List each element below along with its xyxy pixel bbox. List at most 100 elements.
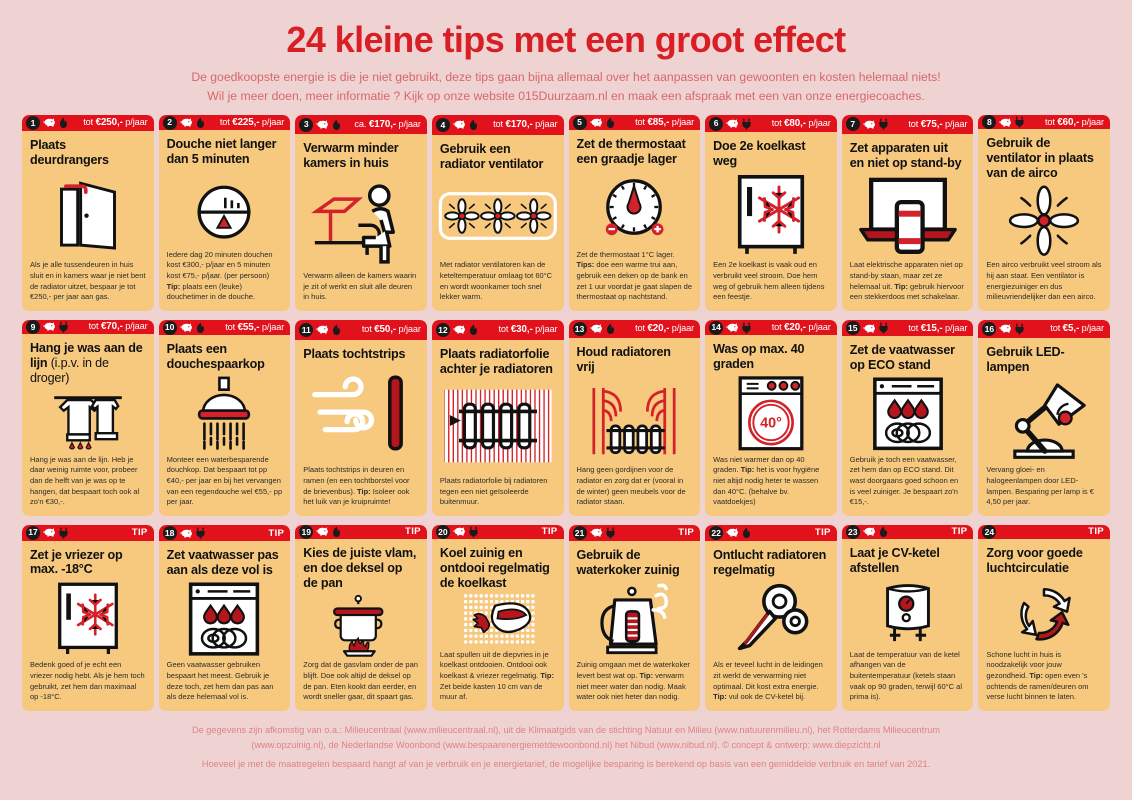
card-header-bar: 13 tot €20,- p/jaar [568,319,701,338]
laptop-phone-icon [842,171,974,261]
card-description: Laat de temperatuur van de ketel afhange… [849,649,962,702]
card-title: Zet apparaten uit en niet op stand-by [849,140,962,170]
tip-card-4: 4 tot €170,- p/jaar Gebruik een radiator v… [431,114,564,311]
card-title: Douche niet langer dan 5 minuten [166,137,277,167]
card-description: Hang je was aan de lijn. Heb je daar wei… [30,454,140,507]
tip-card-6: 6 tot €80,- p/jaar Doe 2e koelkast weg Een … [705,114,837,311]
kettle-icon [569,578,701,660]
bleed-key-icon [705,578,837,660]
header: 24 kleine tips met een groot effect De g… [22,0,1110,106]
card-number-badge: 7 [845,117,860,132]
person-at-desk-icon [295,171,427,271]
tip-card-23: 23 TIP Laat je CV-ketel afstellen Laat de t… [841,524,974,711]
card-header-bar: 16 tot €5,- p/jaar [978,319,1110,338]
card-header-bar: 11 tot €50,- p/jaar [295,319,427,340]
tip-label: TIP [951,526,968,538]
flame-icon [605,323,616,335]
card-number-badge: 9 [26,319,40,334]
card-saving-price: tot €225,- p/jaar [219,117,285,129]
radiator-curtains-icon [569,375,701,466]
card-header-bar: 18 TIP [158,524,291,542]
card-saving-price: tot €170,- p/jaar [493,119,558,131]
tip-card-5: 5 tot €85,- p/jaar Zet de thermostaat een … [568,114,701,311]
footer-line-2: (www.opzuinig.nl), de Nederlandse Woonbo… [251,739,881,750]
card-saving-price: tot €60,- p/jaar [1044,116,1104,128]
dishwasher-icon [842,373,974,455]
tip-label: TIP [131,527,148,539]
card-number-badge: 10 [162,320,177,335]
tip-card-18: 18 TIP Zet vaatwasser pas aan als deze vol… [158,524,291,711]
piggy-bank-icon [316,324,329,335]
card-saving-price: tot €70,- p/jaar [88,321,148,333]
flame-icon [331,526,342,538]
tip-card-12: 12 tot €30,- p/jaar Plaats radiatorfolie a… [431,319,564,516]
desk-lamp-icon [978,375,1110,466]
thermostat-dial-icon [569,167,701,250]
card-category-icons [863,322,889,334]
egg-timer-icon [159,167,291,249]
plug-icon [878,322,889,334]
card-number-badge: 16 [982,321,997,336]
card-description: Een 2e koelkast is vaak oud en verbruikt… [713,260,825,302]
card-saving-price: tot €30,- p/jaar [498,324,558,336]
tip-card-21: 21 TIP Gebruik de waterkoker zuinig Zuinig … [568,524,701,711]
card-number-badge: 19 [299,524,314,539]
card-saving-price: ca. €170,- p/jaar [354,119,421,131]
plug-icon [58,527,69,539]
card-category-icons [726,322,752,334]
card-category-icons [726,118,752,130]
card-category-icons [589,117,616,129]
card-title: Zet de vaatwasser op ECO stand [849,343,955,373]
card-number-badge: 5 [572,115,587,130]
tip-label: TIP [541,526,558,538]
tip-card-9: 9 tot €70,- p/jaar Hang je was aan de lijn… [22,319,154,516]
laundry-line-icon [22,385,154,454]
card-description: Een airco verbruikt veel stroom als hij … [986,260,1102,302]
flame-icon [58,117,69,129]
card-number-badge: 11 [299,322,314,337]
card-title: Plaats tochtstrips [303,346,406,361]
tip-card-13: 13 tot €20,- p/jaar Houd radiatoren vrij Ha… [568,319,701,516]
card-description: Als je alle tussendeuren in huis sluit e… [30,260,146,302]
card-description: Zorg dat de gasvlam onder de pan blijft.… [303,660,418,702]
card-header-bar: 7 tot €75,- p/jaar [841,114,974,134]
card-title: Doe 2e koelkast weg [713,139,806,169]
card-title: Ontlucht radiatoren regelmatig [713,548,827,577]
piggy-bank-icon [999,323,1012,334]
tips-row-3: 17 TIP Zet je vriezer op max. -18°C Bedenk … [22,524,1110,711]
piggy-bank-icon [999,117,1012,128]
door-icon [22,168,154,260]
card-number-badge: 4 [435,117,450,132]
tip-label: TIP [678,527,695,539]
tip-card-15: 15 tot €15,- p/jaar Zet de vaatwasser op E… [841,319,974,516]
subtitle-line-1: De goedkoopste energie is die je niet ge… [191,70,941,84]
card-category-icons [43,527,69,539]
piggy-bank-icon [179,117,193,128]
flame-icon [195,322,206,334]
piggy-bank-icon [726,527,739,538]
card-description: Plaats radiatorfolie bij radiatoren tege… [439,475,548,507]
card-saving-price: tot €20,- p/jaar [635,323,695,335]
piggy-bank-icon [863,119,876,130]
card-header-bar: 20 TIP [431,524,564,539]
card-description: Laat spullen uit de diepvries in je koel… [439,649,554,702]
card-title-secondary: (i.p.v. in de droger) [30,355,109,385]
tip-card-3: 3 ca. €170,- p/jaar Verwarm minder kamers … [295,114,427,311]
card-category-icons [179,117,206,129]
showerhead-icon [159,372,291,454]
card-category-icons [453,324,479,336]
card-description: Verwarm alleen de kamers waarin je zit o… [303,270,417,302]
card-category-icons [863,118,889,130]
card-category-icons [726,527,752,539]
piggy-bank-icon [726,322,739,333]
plug-icon [741,118,752,130]
card-category-icons [179,527,206,539]
piggy-bank-icon [453,526,466,537]
card-header-bar: 24 TIP [978,524,1110,540]
card-header-bar: 21 TIP [568,524,701,542]
card-description: Gebruik je toch een vaatwasser, zet hem … [849,454,959,507]
card-header-bar: 6 tot €80,- p/jaar [705,114,837,133]
piggy-bank-icon [316,526,329,537]
card-header-bar: 23 TIP [841,524,974,539]
